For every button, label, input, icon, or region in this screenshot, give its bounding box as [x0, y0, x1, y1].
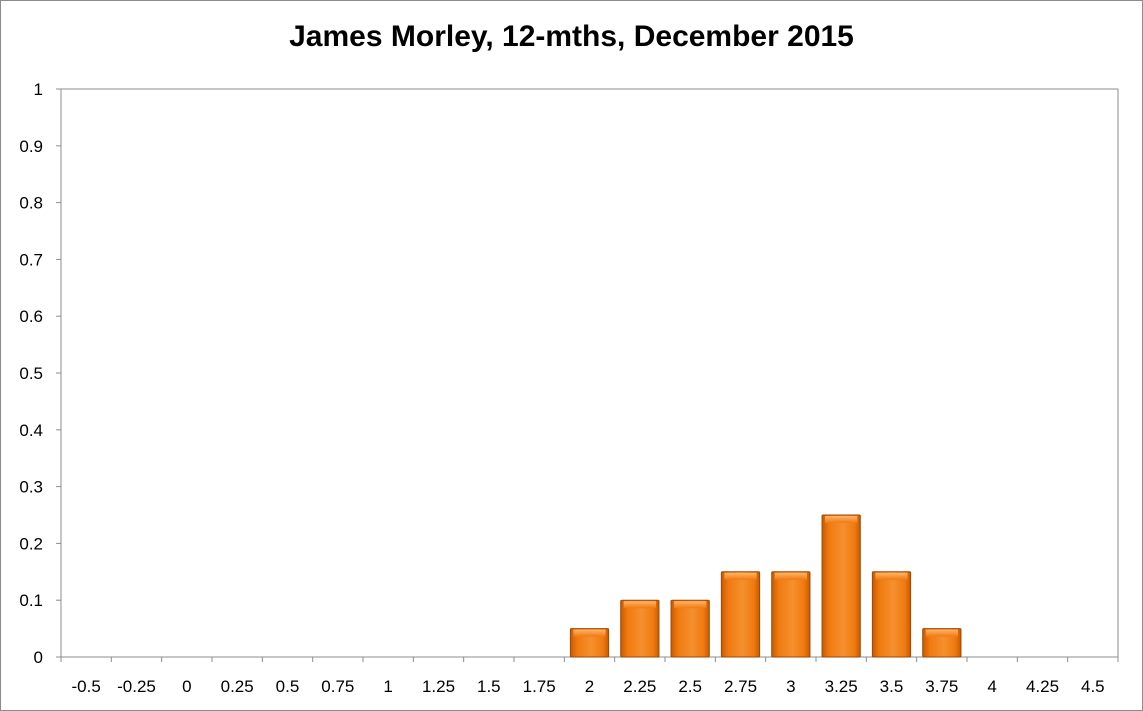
bar — [821, 514, 861, 658]
x-tick-label: 3 — [786, 677, 795, 696]
y-tick-label: 0.2 — [19, 534, 43, 553]
x-tick-label: 2.5 — [678, 677, 702, 696]
x-tick-label: 1.75 — [523, 677, 556, 696]
x-tick-label: 1.5 — [477, 677, 501, 696]
x-tick-label: 0.25 — [221, 677, 254, 696]
x-tick-label: 4.5 — [1081, 677, 1105, 696]
bar — [670, 599, 710, 658]
x-tick-label: 2.75 — [724, 677, 757, 696]
y-tick-label: 0.1 — [19, 591, 43, 610]
x-tick-label: -0.5 — [72, 677, 101, 696]
bar — [871, 571, 912, 658]
x-tick-label: 2 — [585, 677, 594, 696]
y-tick-label: 0.9 — [19, 137, 43, 156]
x-tick-label: 2.25 — [623, 677, 656, 696]
y-tick-label: 0.8 — [19, 194, 43, 213]
bar — [569, 628, 610, 658]
x-tick-label: 0.75 — [321, 677, 354, 696]
x-tick-label: 3.75 — [925, 677, 958, 696]
bar — [771, 571, 811, 658]
bar — [620, 599, 660, 658]
bar — [720, 571, 761, 658]
y-tick-label: 0.3 — [19, 478, 43, 497]
y-tick-label: 0.6 — [19, 307, 43, 326]
x-tick-label: 4.25 — [1026, 677, 1059, 696]
bar — [922, 628, 962, 658]
x-tick-label: 0.5 — [276, 677, 300, 696]
y-tick-label: 0.5 — [19, 364, 43, 383]
x-tick-label: 3.25 — [825, 677, 858, 696]
x-tick-label: 3.5 — [880, 677, 904, 696]
x-tick-label: 4 — [987, 677, 996, 696]
y-tick-label: 0.7 — [19, 250, 43, 269]
y-tick-label: 1 — [34, 80, 43, 99]
y-tick-label: 0.4 — [19, 421, 43, 440]
x-tick-label: 1 — [383, 677, 392, 696]
y-tick-label: 0 — [34, 648, 43, 667]
x-tick-label: 0 — [182, 677, 191, 696]
plot-area — [60, 88, 1119, 658]
x-tick-label: -0.25 — [117, 677, 156, 696]
x-tick-label: 1.25 — [422, 677, 455, 696]
chart-title: James Morley, 12-mths, December 2015 — [289, 20, 854, 53]
